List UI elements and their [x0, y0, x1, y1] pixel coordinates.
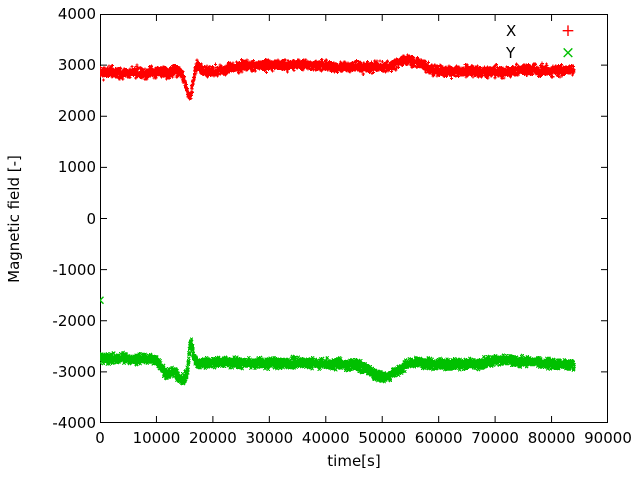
data-outlier-point [100, 296, 104, 305]
data-series-y [100, 296, 577, 386]
x-axis-tick-label: 50000 [358, 429, 407, 447]
legend-marker-icon: + [560, 21, 576, 41]
x-axis-tick-label: 70000 [471, 429, 519, 447]
axis-ticks [100, 14, 608, 423]
x-axis-tick-label: 60000 [414, 429, 463, 447]
x-axis-tick-label: 80000 [527, 429, 576, 447]
y-axis-tick-label: 4000 [57, 5, 96, 23]
y-axis-tick-label: -2000 [52, 311, 96, 330]
y-axis-tick-label: -3000 [52, 362, 96, 381]
x-axis-tick-label: 0 [95, 429, 105, 447]
x-axis-tick-label: 20000 [189, 429, 237, 447]
x-axis-tick-label: 90000 [584, 429, 632, 447]
x-axis-tick-label: 30000 [245, 429, 294, 447]
x-axis-tick-label: 10000 [132, 429, 181, 447]
chart-legend: X + Y × [500, 22, 600, 66]
y-axis-tick-labels: -4000 -3000 -2000 -1000 0 1000 2000 3000 4000 [0, 0, 96, 480]
plot-data-area [100, 14, 608, 423]
x-axis-tick-labels: 0 10000 20000 30000 40000 50000 60000 70000 8000… [0, 429, 640, 451]
y-axis-tick-label: 0 [86, 209, 96, 228]
legend-marker-icon: × [560, 43, 576, 63]
legend-label: Y [506, 44, 516, 62]
y-axis-tick-label: 2000 [57, 107, 96, 126]
y-axis-tick-label: -1000 [52, 260, 96, 279]
x-axis-tick-label: 40000 [301, 429, 350, 447]
legend-label: X [506, 22, 517, 40]
data-series-x [100, 53, 576, 101]
y-axis-title: Magnetic field [-] [5, 155, 23, 283]
y-axis-tick-label: 1000 [57, 158, 96, 177]
legend-entry: Y × [500, 44, 600, 66]
legend-entry: X + [500, 22, 600, 44]
x-axis-title: time[s] [327, 452, 381, 470]
y-axis-tick-label: -4000 [52, 414, 96, 432]
y-axis-tick-label: 3000 [57, 56, 96, 75]
